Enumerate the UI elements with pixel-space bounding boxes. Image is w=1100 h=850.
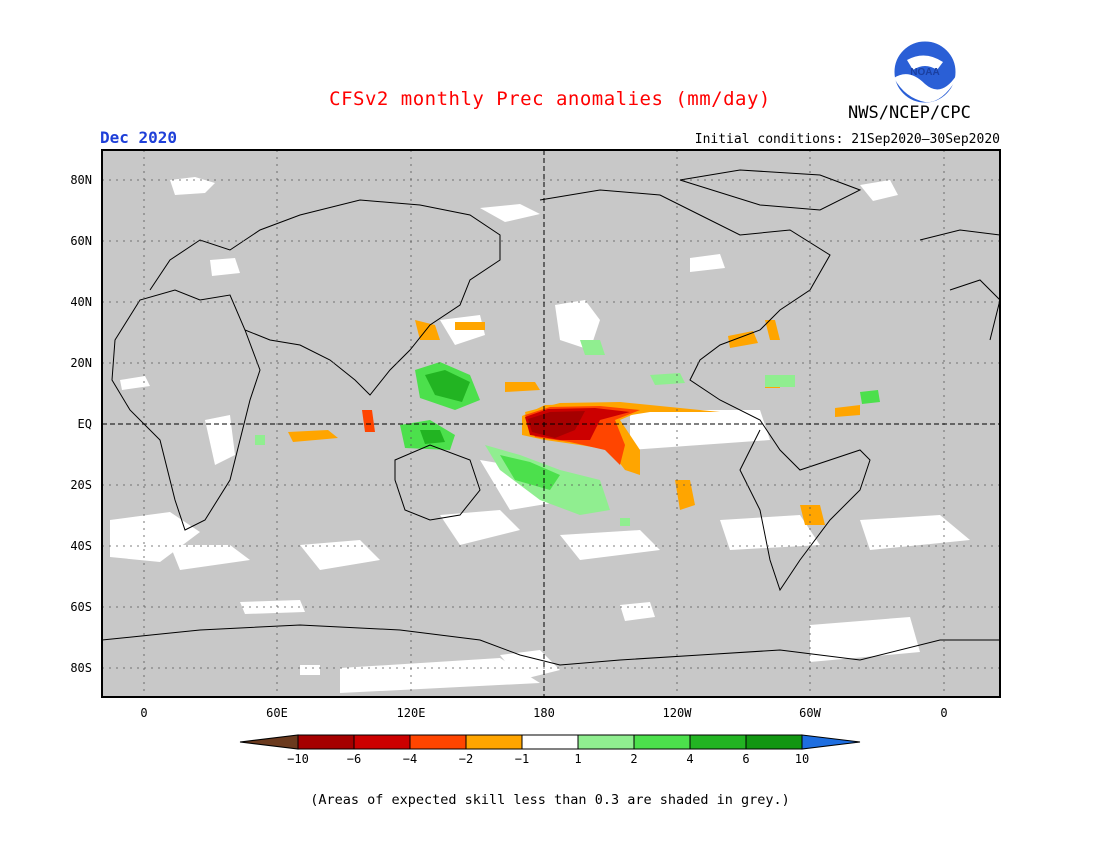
- colorbar-tick-label: 2: [630, 752, 638, 766]
- lat-label: 20S: [70, 478, 92, 492]
- lon-label: 0: [940, 706, 948, 720]
- dry-anomalies: [288, 320, 860, 525]
- colorbar-tick-label: −6: [346, 752, 362, 766]
- colorbar-tick-label: −1: [514, 752, 530, 766]
- lat-label: 60S: [70, 600, 92, 614]
- noaa-logo-text: NOAA: [910, 67, 939, 78]
- forecast-month: Dec 2020: [100, 128, 178, 147]
- wet-anomalies: [255, 340, 880, 526]
- organization-label: NWS/NCEP/CPC: [848, 103, 971, 123]
- colorbar-tick-label: 10: [794, 752, 810, 766]
- initial-conditions: Initial conditions: 21Sep2020–30Sep2020: [694, 132, 1000, 147]
- lon-label: 60W: [799, 706, 821, 720]
- lat-label: 80S: [70, 661, 92, 675]
- lon-label: 60E: [266, 706, 288, 720]
- colorbar-tick-label: 6: [742, 752, 750, 766]
- chart-title: CFSv2 monthly Prec anomalies (mm/day): [329, 88, 771, 110]
- lat-label: 80N: [70, 173, 92, 187]
- equator-dateline: [102, 150, 1000, 697]
- noaa-logo: NOAA: [893, 40, 957, 104]
- colorbar-tick-label: −4: [402, 752, 418, 766]
- lat-label: 20N: [70, 356, 92, 370]
- lat-label: 60N: [70, 234, 92, 248]
- colorbar-tick-label: 1: [574, 752, 582, 766]
- lon-label: 180: [533, 706, 555, 720]
- lon-label: 120W: [662, 706, 692, 720]
- coastlines: [102, 169, 1000, 666]
- map-frame: [101, 149, 1001, 698]
- lat-label: 40N: [70, 295, 92, 309]
- graticule: [102, 150, 1000, 697]
- lat-label: EQ: [77, 417, 92, 431]
- footnote: (Areas of expected skill less than 0.3 a…: [310, 792, 790, 808]
- lon-label: 0: [140, 706, 148, 720]
- lat-label: 40S: [70, 539, 92, 553]
- colorbar-tick-label: −2: [458, 752, 474, 766]
- colorbar-tick-label: 4: [686, 752, 694, 766]
- lon-label: 120E: [396, 706, 426, 720]
- colorbar-tick-label: −10: [287, 752, 309, 766]
